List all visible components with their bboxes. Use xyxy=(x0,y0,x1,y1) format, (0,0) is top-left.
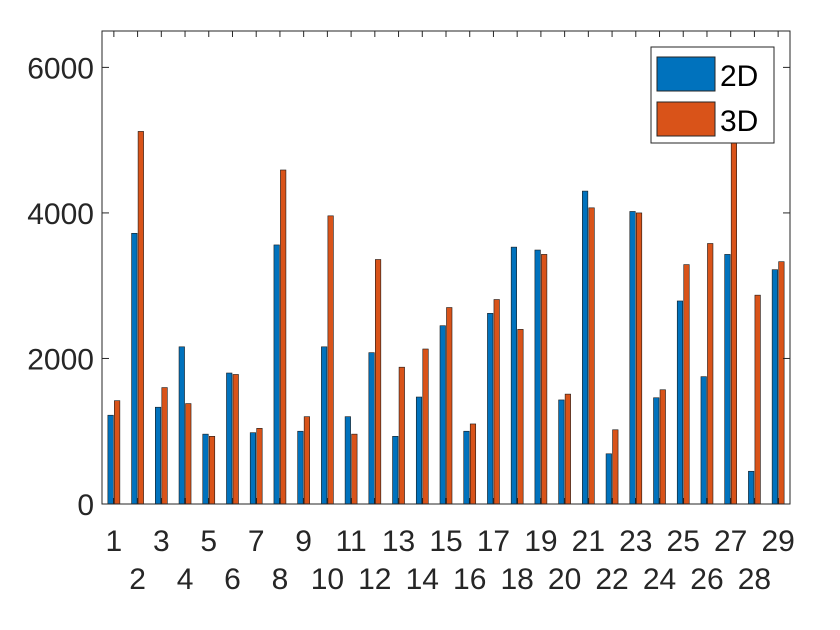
bar-2d-19 xyxy=(534,249,541,505)
y-tick-label: 6000 xyxy=(27,52,94,85)
bar-3d-18 xyxy=(517,329,524,505)
bar-3d-5 xyxy=(208,436,216,505)
legend-label-2d: 2D xyxy=(720,60,758,93)
bar-2d-16 xyxy=(463,430,470,505)
bar-3d-25 xyxy=(683,264,690,505)
bar-3d-28 xyxy=(754,294,761,505)
bar-3d-21 xyxy=(588,207,595,505)
x-tick-label: 21 xyxy=(572,525,605,558)
bar-3d-23 xyxy=(635,212,643,505)
bar-2d-2 xyxy=(131,232,138,505)
x-tick-label: 26 xyxy=(690,563,723,596)
x-tick-label: 20 xyxy=(548,563,581,596)
x-tick-label: 17 xyxy=(477,525,510,558)
x-tick-label: 15 xyxy=(429,525,462,558)
bar-3d-27 xyxy=(730,139,737,505)
x-tick-label: 25 xyxy=(667,525,700,558)
bar-3d-19 xyxy=(541,254,548,505)
bar-3d-26 xyxy=(707,243,714,505)
bar-3d-29 xyxy=(778,261,785,505)
x-tick-label: 9 xyxy=(295,525,312,558)
bar-3d-20 xyxy=(564,393,571,505)
legend-label-3d: 3D xyxy=(720,105,758,138)
bar-3d-14 xyxy=(422,348,429,505)
x-tick-label: 5 xyxy=(200,525,217,558)
bar-2d-17 xyxy=(487,313,494,505)
bar-2d-29 xyxy=(771,269,778,505)
bar-3d-4 xyxy=(185,403,192,505)
bar-2d-21 xyxy=(582,190,589,505)
bar-3d-17 xyxy=(493,299,500,505)
y-tick-label: 2000 xyxy=(27,343,94,376)
x-tick-label: 28 xyxy=(738,563,771,596)
x-tick-label: 6 xyxy=(224,563,241,596)
x-tick-label: 16 xyxy=(453,563,486,596)
bar-2d-6 xyxy=(226,372,233,505)
bar-3d-3 xyxy=(161,387,168,505)
x-tick-label: 3 xyxy=(153,525,170,558)
x-tick-label: 24 xyxy=(643,563,676,596)
x-tick-label: 7 xyxy=(248,525,265,558)
bar-3d-1 xyxy=(114,400,121,505)
bar-2d-18 xyxy=(510,246,517,505)
bar-2d-9 xyxy=(297,430,304,505)
bar-2d-26 xyxy=(700,376,707,505)
x-tick-label: 13 xyxy=(382,525,415,558)
bar-2d-15 xyxy=(439,325,446,505)
bar-2d-13 xyxy=(392,436,399,505)
bar-2d-10 xyxy=(321,346,328,505)
x-tick-label: 27 xyxy=(714,525,747,558)
y-tick-label: 0 xyxy=(77,489,94,522)
bar-2d-12 xyxy=(368,352,375,505)
x-tick-label: 1 xyxy=(106,525,123,558)
x-axis-ticks: 1234567891011121314151617181920212223242… xyxy=(106,31,795,596)
bar-3d-7 xyxy=(256,428,263,505)
bar-3d-2 xyxy=(137,131,144,505)
y-tick-label: 4000 xyxy=(27,198,94,231)
bar-3d-24 xyxy=(659,389,666,505)
y-axis-ticks: 0 2000 4000 6000 xyxy=(27,52,790,522)
x-tick-label: 14 xyxy=(406,563,439,596)
bar-2d-11 xyxy=(344,416,351,505)
bar-3d-13 xyxy=(398,366,405,505)
bar-2d-3 xyxy=(155,406,162,505)
bar-3d-16 xyxy=(469,423,477,505)
legend: 2D 3D xyxy=(650,46,775,144)
x-tick-label: 12 xyxy=(358,563,391,596)
bar-2d-14 xyxy=(415,396,423,505)
bar-2d-7 xyxy=(249,432,257,505)
bar-3d-9 xyxy=(303,416,310,505)
bar-2d-28 xyxy=(748,470,755,505)
bar-3d-6 xyxy=(232,374,239,505)
bar-2d-24 xyxy=(653,397,660,505)
bar-2d-5 xyxy=(202,433,209,505)
bar-2d-1 xyxy=(107,414,114,505)
bar-3d-15 xyxy=(446,307,453,505)
bar-2d-8 xyxy=(273,244,280,505)
x-tick-label: 19 xyxy=(524,525,557,558)
x-tick-label: 8 xyxy=(272,563,289,596)
bar-2d-27 xyxy=(724,254,731,505)
bar-2d-25 xyxy=(676,300,684,505)
x-tick-label: 10 xyxy=(311,563,344,596)
bar-2d-20 xyxy=(558,399,565,505)
bar-2d-4 xyxy=(178,346,185,505)
x-tick-label: 22 xyxy=(595,563,628,596)
x-tick-label: 18 xyxy=(500,563,533,596)
legend-swatch-2d xyxy=(656,56,716,92)
x-tick-label: 29 xyxy=(761,525,794,558)
x-tick-label: 23 xyxy=(619,525,652,558)
x-tick-label: 2 xyxy=(129,563,146,596)
legend-swatch-3d xyxy=(656,101,716,137)
x-tick-label: 4 xyxy=(177,563,194,596)
bar-3d-22 xyxy=(612,429,619,505)
bar-2d-23 xyxy=(629,211,636,505)
bar-3d-10 xyxy=(327,215,334,505)
x-tick-label: 11 xyxy=(336,525,367,558)
bar-2d-22 xyxy=(605,453,612,505)
bar-3d-11 xyxy=(351,433,358,505)
bar-3d-12 xyxy=(375,259,382,505)
bar-3d-8 xyxy=(280,169,287,505)
